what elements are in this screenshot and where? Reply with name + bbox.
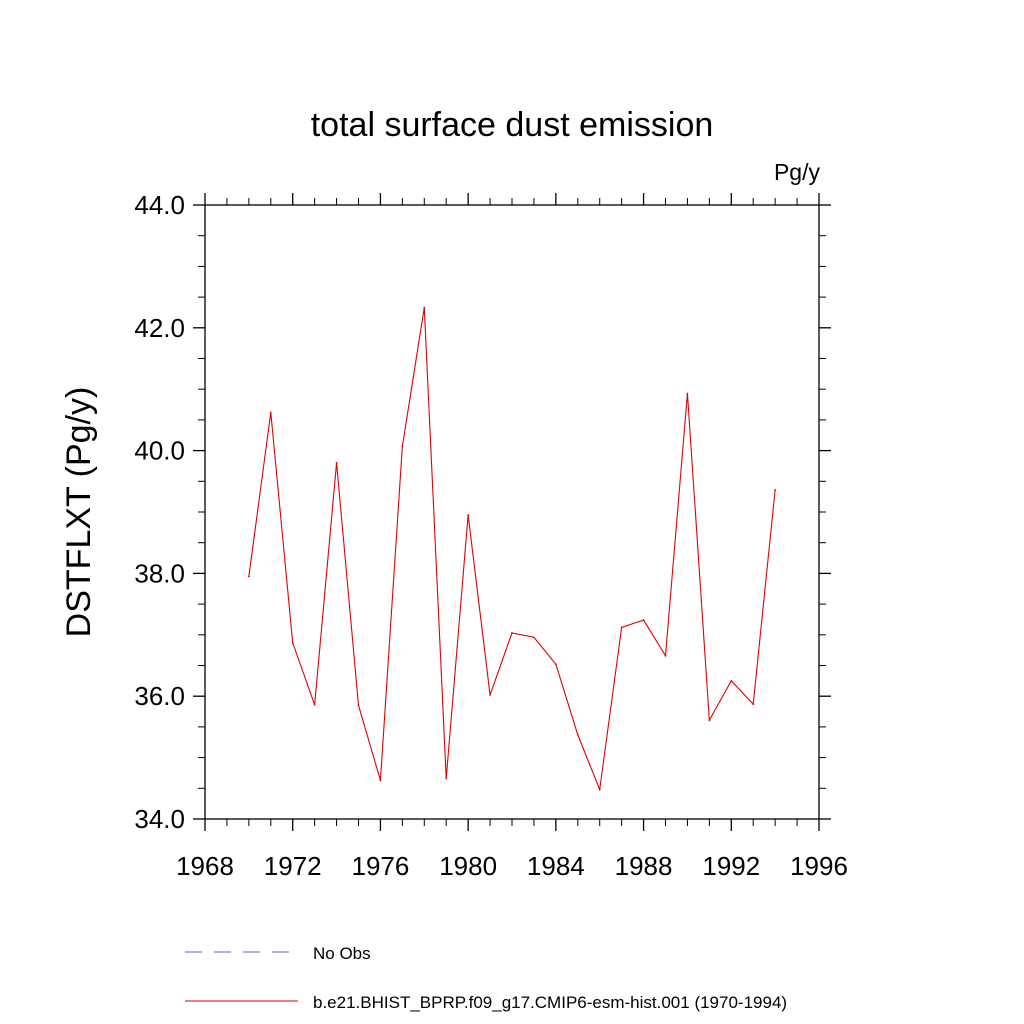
y-tick-label: 38.0 (134, 558, 185, 588)
data-point (554, 663, 557, 666)
x-tick-label: 1968 (176, 851, 234, 881)
legend-label: b.e21.BHIST_BPRP.f09_g17.CMIP6-esm-hist.… (313, 993, 787, 1012)
data-point (423, 306, 426, 309)
data-point (401, 445, 404, 448)
data-point (664, 654, 667, 657)
data-point (379, 779, 382, 782)
data-point (357, 704, 360, 707)
data-point (598, 788, 601, 791)
data-point (489, 694, 491, 696)
y-axis-label: DSTFLXT (Pg/y) (60, 387, 98, 638)
chart-title: total surface dust emission (311, 106, 714, 144)
data-point (642, 619, 645, 621)
y-tick-label: 42.0 (134, 313, 185, 343)
x-tick-label: 1984 (527, 851, 585, 881)
y-tick-label: 40.0 (134, 436, 185, 466)
units-label: Pg/y (774, 159, 821, 185)
y-tick-label: 34.0 (134, 804, 185, 834)
y-tick-label: 44.0 (134, 190, 185, 220)
x-tick-label: 1980 (439, 851, 497, 881)
x-tick-label: 1972 (264, 851, 322, 881)
data-point (313, 703, 316, 706)
x-tick-label: 1976 (352, 851, 410, 881)
legend: No Obs b.e21.BHIST_BPRP.f09_g17.CMIP6-esm… (185, 944, 787, 1012)
x-tick-label: 1992 (702, 851, 760, 881)
x-tick-label: 1996 (790, 851, 848, 881)
data-point (467, 514, 470, 516)
data-point (576, 733, 579, 736)
legend-label: No Obs (313, 944, 371, 963)
data-point (686, 392, 689, 395)
data-point (269, 411, 272, 414)
data-point (511, 632, 513, 634)
x-tick-label: 1988 (615, 851, 673, 881)
data-point (291, 641, 294, 644)
series-line (248, 307, 776, 792)
data-point (620, 626, 623, 629)
data-point (774, 488, 777, 491)
plot-area: 1968 1972 1976 1980 1984 1988 1992 1996 34.0 36.0… (134, 190, 848, 881)
data-point (533, 636, 535, 639)
data-point (730, 679, 733, 682)
data-point (708, 719, 711, 722)
data-point (752, 703, 755, 706)
data-point (247, 575, 250, 578)
plot-frame (204, 204, 820, 820)
y-tick-label: 36.0 (134, 681, 185, 711)
data-point (335, 461, 338, 464)
data-point (445, 777, 448, 780)
